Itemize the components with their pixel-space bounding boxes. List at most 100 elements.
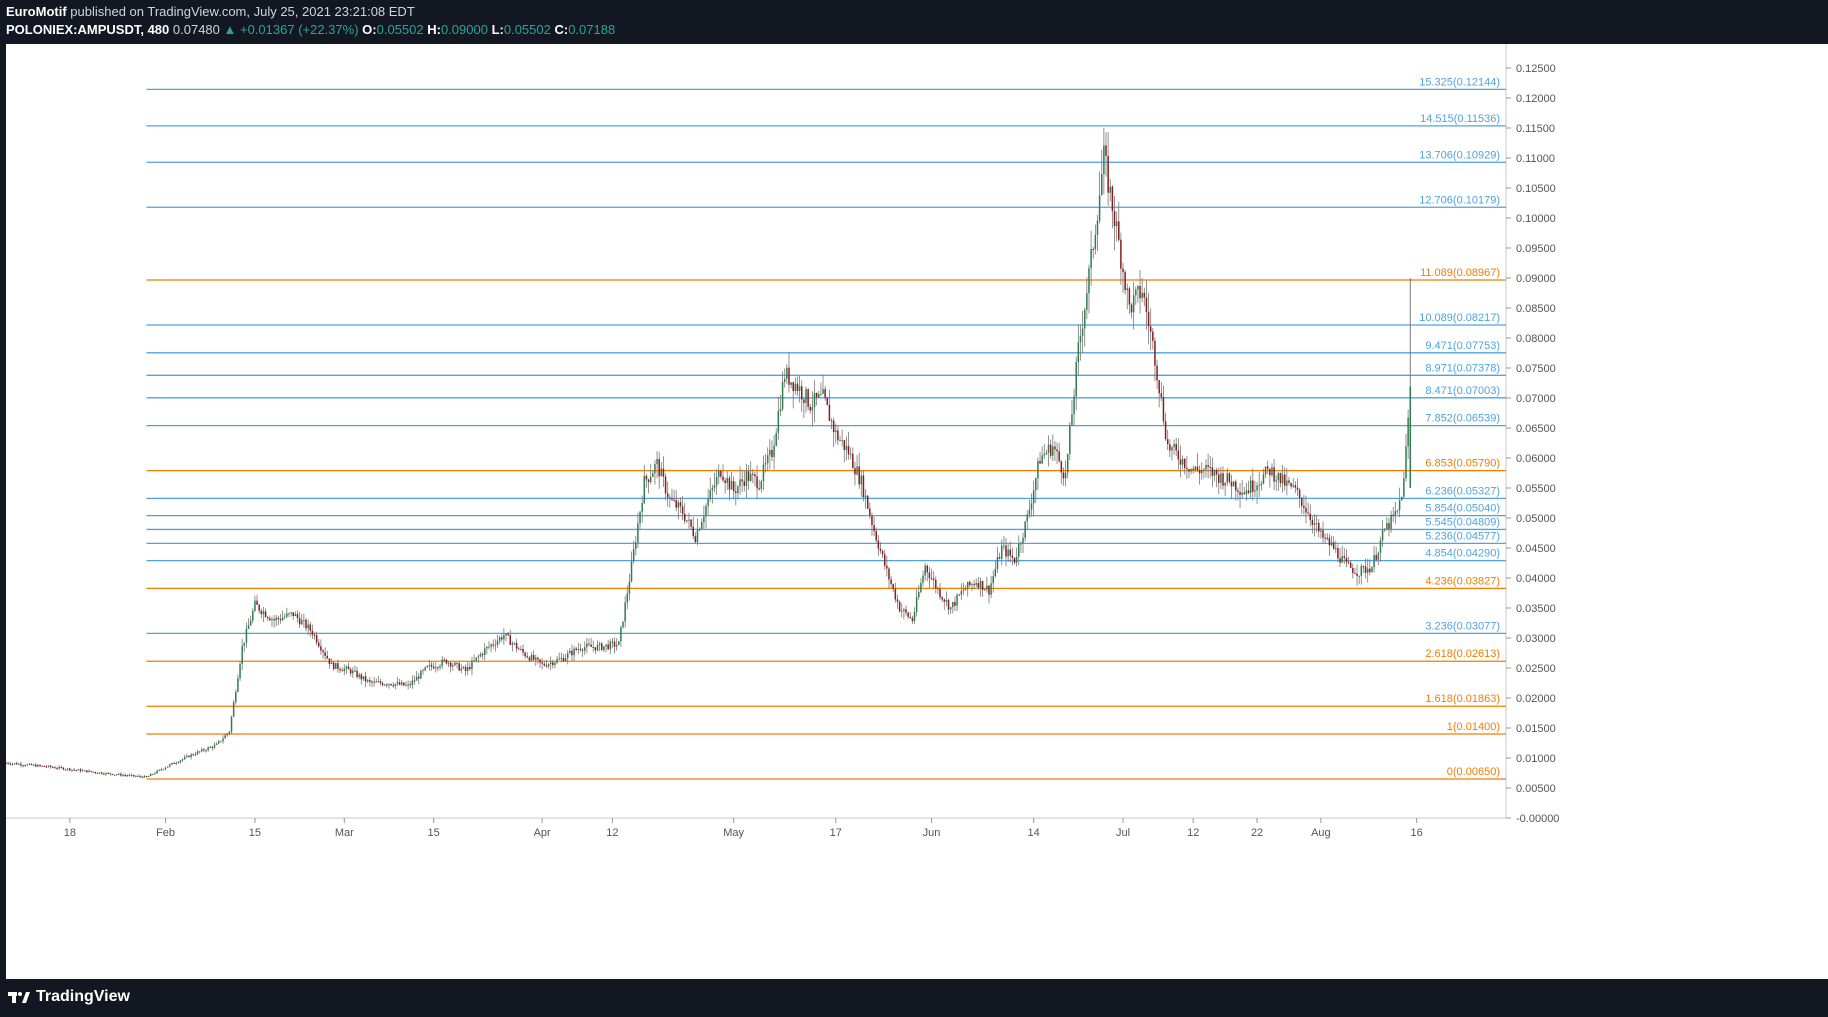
candle-body <box>1307 512 1309 514</box>
candle-body <box>1247 490 1250 493</box>
chart-pane[interactable]: 0.12500 0.12000 0.11500 0.11000 0.10500 0.100… <box>6 44 1828 979</box>
y-tick-label: 0.10000 <box>1516 213 1556 225</box>
open-label: O: <box>362 22 377 37</box>
candle-body <box>226 733 229 736</box>
candle-body <box>486 646 488 649</box>
candle-body <box>507 633 509 636</box>
tradingview-logo[interactable]: TradingView <box>8 988 130 1006</box>
candle-body <box>358 674 360 678</box>
candle-body <box>1179 459 1182 465</box>
candle-body <box>98 772 101 774</box>
candle-body <box>681 506 684 514</box>
candle-body <box>1318 523 1320 532</box>
candle-body <box>1058 451 1060 462</box>
candle-body <box>960 591 963 595</box>
candle-body <box>1018 544 1020 557</box>
candle-body <box>690 519 692 527</box>
candle-body <box>824 389 826 398</box>
candle-body <box>1096 220 1099 235</box>
candle-body <box>422 670 424 672</box>
candle-body <box>437 667 439 669</box>
candle-body <box>160 769 163 771</box>
candle-body <box>754 474 756 477</box>
candle-body <box>152 774 154 776</box>
candle-body <box>243 642 246 646</box>
candle-body <box>418 676 420 679</box>
candle-body <box>856 466 858 475</box>
candle-body <box>28 763 31 765</box>
candle-body <box>309 624 312 631</box>
candle-body <box>973 584 975 586</box>
candle-body <box>379 681 382 684</box>
candle-body <box>298 618 301 625</box>
candle-body <box>862 475 865 498</box>
candle-body <box>113 774 116 776</box>
candle-body <box>866 495 869 509</box>
candle-body <box>1105 145 1107 156</box>
symbol-label[interactable]: POLONIEX:AMPUSDT, 480 <box>6 22 170 37</box>
candle-body <box>722 476 724 481</box>
candle-body <box>37 764 39 767</box>
candle-body <box>1186 467 1188 470</box>
fib-level-label: 6.236(0.05327) <box>1425 485 1500 497</box>
candle-body <box>473 660 475 662</box>
candle-body <box>186 755 188 757</box>
candle-body <box>935 579 937 589</box>
candle-body <box>1379 540 1382 553</box>
candle-body <box>1075 362 1077 397</box>
candle-body <box>1375 555 1377 560</box>
candle-body <box>1047 444 1050 453</box>
candle-body <box>928 572 931 579</box>
x-tick-label: May <box>723 827 744 839</box>
candle-body <box>164 767 167 770</box>
candle-body <box>696 529 699 543</box>
candle-body <box>1283 474 1286 486</box>
candle-body <box>458 663 460 671</box>
candle-body <box>990 583 992 595</box>
candle-body <box>673 499 675 501</box>
candle-body <box>549 662 552 665</box>
candle-body <box>1039 460 1041 464</box>
candle-body <box>262 611 265 615</box>
candle-body <box>662 468 665 477</box>
candle-body <box>1032 490 1035 504</box>
y-tick-label: 0.09500 <box>1516 243 1556 255</box>
candle-body <box>1398 500 1401 511</box>
candle-body <box>743 481 746 486</box>
candle-body <box>620 627 622 642</box>
candle-body <box>73 769 75 771</box>
candle-body <box>362 676 365 680</box>
candle-body <box>381 683 384 686</box>
candle-body <box>556 659 558 663</box>
candle-body <box>675 500 677 508</box>
candle-body <box>947 599 950 610</box>
x-tick-label: Jul <box>1116 827 1130 839</box>
publisher-name[interactable]: EuroMotif <box>6 4 67 19</box>
candle-body <box>292 612 294 616</box>
candle-body <box>1190 468 1192 472</box>
candle-body <box>462 667 465 669</box>
candle-body <box>171 763 173 765</box>
candle-body <box>1188 469 1190 472</box>
price-chart[interactable]: 0.12500 0.12000 0.11500 0.11000 0.10500 0.100… <box>6 44 1828 979</box>
candle-body <box>1275 480 1277 482</box>
candle-body <box>1192 468 1194 471</box>
candle-body <box>515 643 518 649</box>
candle-body <box>818 394 820 398</box>
candle-body <box>1273 467 1275 482</box>
candle-body <box>1171 447 1173 451</box>
candle-body <box>569 650 571 654</box>
candle-body <box>1056 449 1058 452</box>
candle-body <box>483 648 486 656</box>
candle-body <box>605 644 607 647</box>
candle-body <box>890 579 892 585</box>
candle-body <box>1183 458 1186 468</box>
candle-body <box>273 619 275 621</box>
candle-body <box>988 585 990 595</box>
candle-body <box>1286 480 1288 486</box>
candle-body <box>1200 470 1203 474</box>
candle-body <box>918 592 920 598</box>
candle-body <box>115 774 118 776</box>
candle-body <box>1358 575 1360 577</box>
candle-body <box>396 682 399 684</box>
